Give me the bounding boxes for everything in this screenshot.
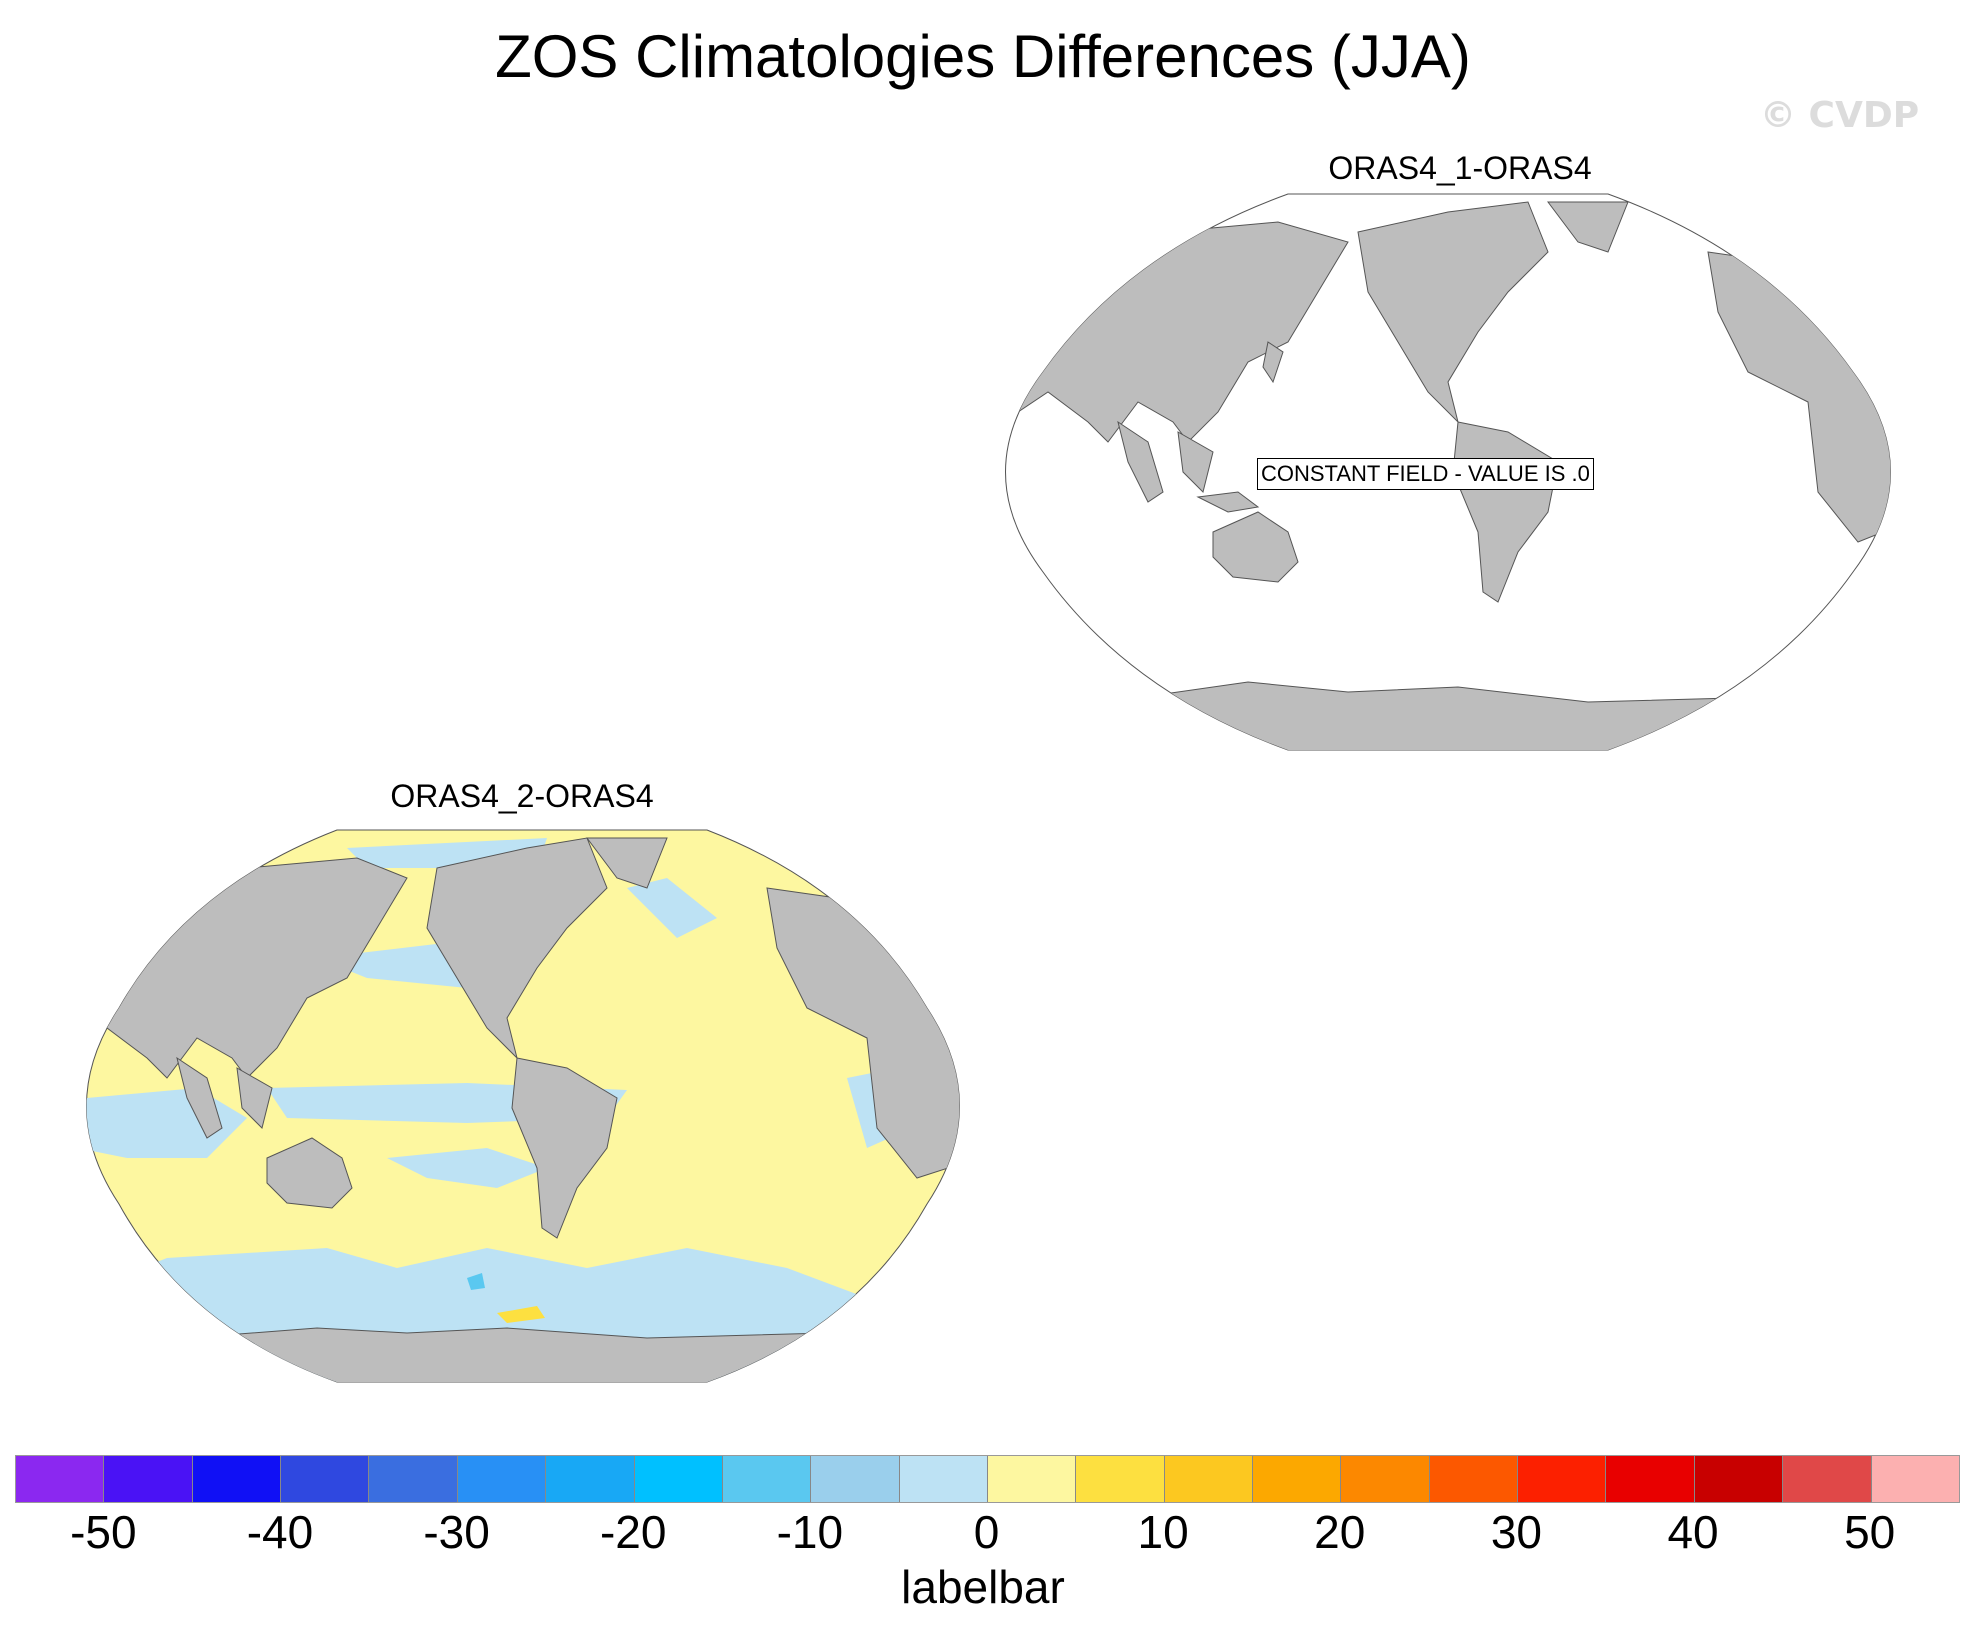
labelbar-tick-label: 20 [1314, 1506, 1366, 1558]
labelbar-box [1783, 1456, 1872, 1502]
labelbar-tick-label: 40 [1667, 1506, 1719, 1558]
north-america-shape [426, 837, 608, 1060]
labelbar-tick-label: 10 [1137, 1506, 1189, 1558]
labelbar-box [722, 1456, 812, 1502]
labelbar-box [1518, 1456, 1607, 1502]
south-pacific-negative [387, 1148, 547, 1188]
labelbar-tick-label: -40 [246, 1506, 314, 1558]
labelbar-box [192, 1456, 282, 1502]
cvdp-watermark: © CVDP [1760, 95, 1920, 136]
constant-field-label: CONSTANT FIELD - VALUE IS .0 [1257, 458, 1594, 490]
australia-shape [266, 1137, 353, 1209]
india-shape [176, 1056, 223, 1139]
southeast-asia-shape [236, 1067, 273, 1129]
labelbar-tick-label: -10 [776, 1506, 844, 1558]
labelbar-box [369, 1456, 458, 1502]
labelbar-tick-label: 50 [1844, 1506, 1896, 1558]
antarctica-shape [86, 1327, 960, 1382]
north-atlantic-negative [627, 878, 717, 938]
labelbar-tick-label: -30 [423, 1506, 490, 1558]
india-shape [1117, 420, 1164, 503]
south-america-shape [511, 1057, 618, 1239]
labelbar-tick-label: -50 [70, 1506, 137, 1558]
labelbar [15, 1455, 1960, 1503]
japan-shape [1262, 341, 1284, 384]
labelbar-box [1606, 1456, 1695, 1502]
labelbar-box [281, 1456, 370, 1502]
australia-shape [1212, 511, 1299, 583]
labelbar-tick-label: 30 [1490, 1506, 1542, 1558]
labelbar-box [1253, 1456, 1342, 1502]
north-america-shape [1357, 201, 1549, 424]
labelbar-box [1694, 1456, 1784, 1502]
labelbar-box [1164, 1456, 1254, 1502]
indonesia-shape [1196, 491, 1260, 513]
greenland-shape [1547, 201, 1629, 253]
south-pacific-spot-positive [497, 1306, 545, 1323]
figure-title: ZOS Climatologies Differences (JJA) [495, 23, 1471, 90]
southeast-asia-shape [1177, 431, 1214, 493]
panel-2-title: ORAS4_2-ORAS4 [390, 778, 654, 814]
labelbar-box [457, 1456, 547, 1502]
labelbar-tick-label: -20 [599, 1506, 667, 1558]
labelbar-box [899, 1456, 988, 1502]
labelbar-box [1871, 1456, 1959, 1502]
labelbar-box [1341, 1456, 1430, 1502]
labelbar-box [104, 1456, 193, 1502]
labelbar-box [546, 1456, 635, 1502]
map-panel-2 [86, 829, 960, 1383]
labelbar-box [16, 1456, 105, 1502]
south-pacific-spot-negative [467, 1273, 485, 1290]
labelbar-box [1429, 1456, 1519, 1502]
labelbar-box [634, 1456, 723, 1502]
labelbar-box [987, 1456, 1077, 1502]
labelbar-box [1076, 1456, 1165, 1502]
labelbar-box [811, 1456, 900, 1502]
antarctica-shape [1005, 681, 1891, 750]
labelbar-tick-label: 0 [973, 1506, 1000, 1558]
greenland-shape [586, 837, 668, 889]
labelbar-title: labelbar [901, 1561, 1065, 1613]
panel-1-title: ORAS4_1-ORAS4 [1328, 150, 1592, 186]
